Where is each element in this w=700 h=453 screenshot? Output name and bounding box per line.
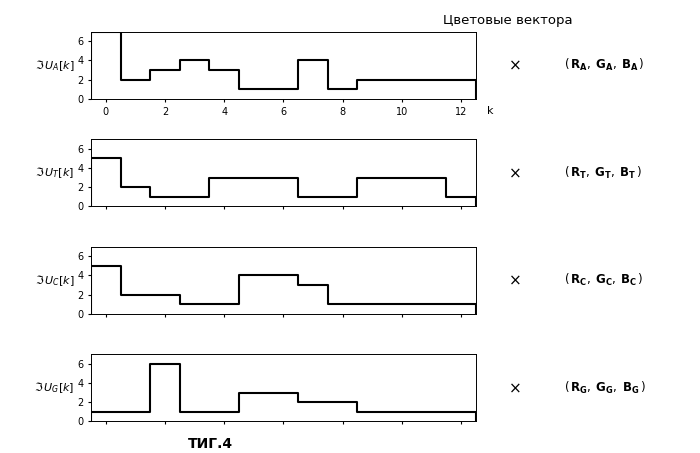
Text: $(\,\mathbf{R_G},\;\mathbf{G_G},\;\mathbf{B_G}\,)$: $(\,\mathbf{R_G},\;\mathbf{G_G},\;\mathb… [564, 380, 645, 396]
Text: $\times$: $\times$ [508, 380, 521, 395]
Text: $(\,\mathbf{R_T},\;\mathbf{G_T},\;\mathbf{B_T}\,)$: $(\,\mathbf{R_T},\;\mathbf{G_T},\;\mathb… [564, 165, 642, 181]
Text: $(\,\mathbf{R_C},\;\mathbf{G_C},\;\mathbf{B_C}\,)$: $(\,\mathbf{R_C},\;\mathbf{G_C},\;\mathb… [564, 272, 643, 288]
Text: $\times$: $\times$ [508, 165, 521, 180]
Text: $(\,\mathbf{R_A},\;\mathbf{G_A},\;\mathbf{B_A}\,)$: $(\,\mathbf{R_A},\;\mathbf{G_A},\;\mathb… [564, 57, 645, 73]
Text: $\times$: $\times$ [508, 273, 521, 288]
Text: ΤИГ.4: ΤИГ.4 [188, 437, 232, 451]
Y-axis label: $\Im\,U_G[k]$: $\Im\,U_G[k]$ [34, 381, 74, 395]
Y-axis label: $\Im\,U_T[k]$: $\Im\,U_T[k]$ [36, 165, 74, 180]
Y-axis label: $\Im\,U_C[k]$: $\Im\,U_C[k]$ [35, 273, 74, 288]
Text: Цветовые вектора: Цветовые вектора [442, 14, 573, 27]
Y-axis label: $\Im\,U_A[k]$: $\Im\,U_A[k]$ [35, 58, 74, 72]
Text: $\times$: $\times$ [508, 58, 521, 73]
Text: k: k [487, 106, 494, 116]
